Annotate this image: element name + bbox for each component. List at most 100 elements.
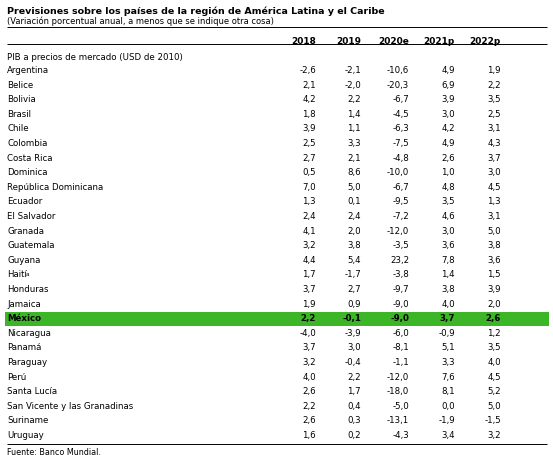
Text: -4,0: -4,0 xyxy=(299,328,316,337)
Text: 3,5: 3,5 xyxy=(487,343,501,352)
Text: -18,0: -18,0 xyxy=(387,386,409,395)
Text: 1,6: 1,6 xyxy=(302,430,316,439)
Text: -6,3: -6,3 xyxy=(392,124,409,133)
Text: 5,1: 5,1 xyxy=(441,343,455,352)
Text: -6,7: -6,7 xyxy=(392,95,409,104)
Text: 7,6: 7,6 xyxy=(441,372,455,381)
Text: 7,8: 7,8 xyxy=(441,255,455,264)
Text: Colombia: Colombia xyxy=(7,139,48,148)
Text: Guyana: Guyana xyxy=(7,255,40,264)
Text: 3,7: 3,7 xyxy=(302,343,316,352)
Text: -0,4: -0,4 xyxy=(345,357,361,366)
Text: 2,6: 2,6 xyxy=(302,386,316,395)
Text: 1,0: 1,0 xyxy=(441,168,455,177)
Text: 3,4: 3,4 xyxy=(441,430,455,439)
Text: Haití: Haití xyxy=(7,270,27,279)
Text: 2,0: 2,0 xyxy=(347,226,361,235)
Text: -2,0: -2,0 xyxy=(345,81,361,89)
Text: 3,0: 3,0 xyxy=(441,110,455,119)
Text: 2,4: 2,4 xyxy=(347,212,361,221)
Text: -0,9: -0,9 xyxy=(439,328,455,337)
Text: -3,8: -3,8 xyxy=(392,270,409,279)
Text: 3,1: 3,1 xyxy=(487,124,501,133)
Text: 4,1: 4,1 xyxy=(302,226,316,235)
Text: 3,1: 3,1 xyxy=(487,212,501,221)
Text: Previsiones sobre los países de la región de América Latina y el Caribe: Previsiones sobre los países de la regió… xyxy=(7,6,385,15)
Bar xyxy=(5,312,549,327)
Text: 3,8: 3,8 xyxy=(347,241,361,250)
Text: 2,2: 2,2 xyxy=(302,401,316,410)
Text: El Salvador: El Salvador xyxy=(7,212,55,221)
Text: 4,9: 4,9 xyxy=(441,139,455,148)
Text: 2,2: 2,2 xyxy=(347,372,361,381)
Text: 3,0: 3,0 xyxy=(347,343,361,352)
Text: Panamá: Panamá xyxy=(7,343,41,352)
Text: 3,0: 3,0 xyxy=(441,226,455,235)
Text: 0,3: 0,3 xyxy=(347,415,361,425)
Text: -4,5: -4,5 xyxy=(392,110,409,119)
Text: -2,6: -2,6 xyxy=(299,66,316,75)
Text: Perú: Perú xyxy=(7,372,26,381)
Text: -1,7: -1,7 xyxy=(345,270,361,279)
Text: 4,6: 4,6 xyxy=(441,212,455,221)
Text: Granada: Granada xyxy=(7,226,44,235)
Text: -9,0: -9,0 xyxy=(390,313,409,323)
Text: 1,4: 1,4 xyxy=(347,110,361,119)
Text: 2,7: 2,7 xyxy=(347,284,361,293)
Text: San Vicente y las Granadinas: San Vicente y las Granadinas xyxy=(7,401,133,410)
Text: -9,5: -9,5 xyxy=(393,197,409,206)
Text: 2,5: 2,5 xyxy=(487,110,501,119)
Text: 3,9: 3,9 xyxy=(441,95,455,104)
Text: 4,8: 4,8 xyxy=(441,182,455,192)
Text: -0,1: -0,1 xyxy=(342,313,361,323)
Text: -9,7: -9,7 xyxy=(393,284,409,293)
Text: 8,6: 8,6 xyxy=(347,168,361,177)
Text: 2021p: 2021p xyxy=(424,37,455,46)
Text: 3,3: 3,3 xyxy=(441,357,455,366)
Text: 1,7: 1,7 xyxy=(347,386,361,395)
Text: 2,2: 2,2 xyxy=(487,81,501,89)
Text: 4,0: 4,0 xyxy=(441,299,455,308)
Text: -7,5: -7,5 xyxy=(392,139,409,148)
Text: 3,2: 3,2 xyxy=(302,241,316,250)
Text: Brasil: Brasil xyxy=(7,110,31,119)
Text: 3,6: 3,6 xyxy=(487,255,501,264)
Text: -12,0: -12,0 xyxy=(387,226,409,235)
Text: 5,2: 5,2 xyxy=(487,386,501,395)
Text: 2,7: 2,7 xyxy=(302,153,316,162)
Text: -4,3: -4,3 xyxy=(392,430,409,439)
Text: 3,9: 3,9 xyxy=(302,124,316,133)
Text: 4,0: 4,0 xyxy=(302,372,316,381)
Text: 2018: 2018 xyxy=(291,37,316,46)
Text: -2,1: -2,1 xyxy=(345,66,361,75)
Text: 1,2: 1,2 xyxy=(487,328,501,337)
Text: 2,0: 2,0 xyxy=(487,299,501,308)
Text: 2019: 2019 xyxy=(336,37,361,46)
Text: 1,5: 1,5 xyxy=(487,270,501,279)
Text: Argentina: Argentina xyxy=(7,66,49,75)
Text: 4,5: 4,5 xyxy=(487,372,501,381)
Text: 2,6: 2,6 xyxy=(302,415,316,425)
Text: -3,5: -3,5 xyxy=(392,241,409,250)
Text: Suriname: Suriname xyxy=(7,415,48,425)
Text: 5,0: 5,0 xyxy=(487,226,501,235)
Text: 4,2: 4,2 xyxy=(441,124,455,133)
Text: 4,5: 4,5 xyxy=(487,182,501,192)
Text: -6,0: -6,0 xyxy=(392,328,409,337)
Text: 1,1: 1,1 xyxy=(347,124,361,133)
Text: 1,8: 1,8 xyxy=(302,110,316,119)
Text: 5,4: 5,4 xyxy=(347,255,361,264)
Text: -9,0: -9,0 xyxy=(393,299,409,308)
Text: 1,7: 1,7 xyxy=(302,270,316,279)
Text: 3,6: 3,6 xyxy=(441,241,455,250)
Text: 2,5: 2,5 xyxy=(302,139,316,148)
Text: Nicaragua: Nicaragua xyxy=(7,328,51,337)
Text: 0,0: 0,0 xyxy=(441,401,455,410)
Text: 2022p: 2022p xyxy=(469,37,501,46)
Text: México: México xyxy=(7,313,41,323)
Text: 1,9: 1,9 xyxy=(302,299,316,308)
Text: -4,8: -4,8 xyxy=(392,153,409,162)
Text: 8,1: 8,1 xyxy=(441,386,455,395)
Text: 3,8: 3,8 xyxy=(441,284,455,293)
Text: -20,3: -20,3 xyxy=(387,81,409,89)
